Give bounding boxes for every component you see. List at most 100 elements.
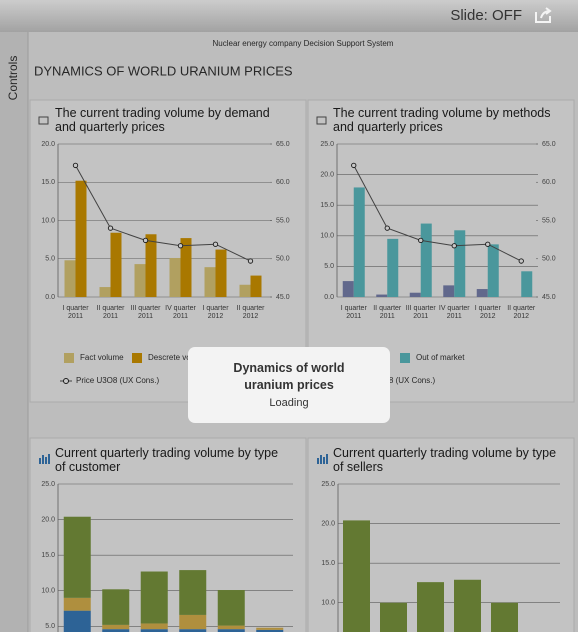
bar bbox=[376, 294, 388, 297]
bar bbox=[420, 223, 432, 297]
price-line bbox=[75, 165, 251, 262]
bar bbox=[99, 287, 111, 297]
charts: The current trading volume by demand and… bbox=[41, 106, 568, 632]
legend-label: Descrete volume bbox=[148, 353, 209, 362]
bar-segment bbox=[140, 571, 168, 624]
y2-tick-label: 55.0 bbox=[542, 217, 556, 224]
x-tick-label-box: I quarter 2012 bbox=[471, 305, 505, 321]
price-point bbox=[351, 162, 357, 169]
x-tick-label-box: II quarter 2011 bbox=[94, 305, 128, 321]
top-bar-shade bbox=[0, 0, 578, 32]
legend-label: Price U3O8 (UX Cons.) bbox=[352, 376, 435, 385]
legend-swatch bbox=[400, 353, 410, 363]
bar bbox=[491, 602, 518, 632]
panel-title: The current trading volume by methods an… bbox=[333, 106, 568, 134]
bar bbox=[521, 271, 533, 297]
x-tick-label: II quarter 2011 bbox=[94, 305, 128, 321]
y-tick-label: 0.0 bbox=[45, 294, 55, 301]
price-point bbox=[518, 258, 524, 264]
price-point bbox=[384, 225, 390, 231]
price-line bbox=[353, 165, 522, 262]
legend-label: Out of market bbox=[416, 353, 465, 362]
bar-segment bbox=[179, 629, 207, 632]
bar bbox=[343, 520, 370, 632]
bar-segment bbox=[102, 589, 130, 625]
legend-label: Fact volume bbox=[80, 353, 124, 362]
panel-title-box: Current quarterly trading volume by type… bbox=[55, 446, 278, 474]
y-tick-label: 20.0 bbox=[321, 520, 335, 527]
dialog-status: Loading bbox=[269, 397, 308, 409]
price-point bbox=[212, 241, 219, 247]
x-tick-label: III quarter 2011 bbox=[129, 305, 163, 321]
panel-icon bbox=[39, 454, 50, 464]
bar bbox=[443, 285, 455, 297]
y2-tick-label: 65.0 bbox=[542, 141, 556, 148]
y-tick-label: 10.0 bbox=[321, 600, 335, 607]
price-point bbox=[418, 237, 424, 244]
x-tick-label: II quarter 2012 bbox=[504, 305, 538, 321]
bar bbox=[353, 187, 365, 297]
bar-segment bbox=[140, 623, 168, 630]
bar-segment bbox=[102, 629, 130, 632]
y-tick-label: 5.0 bbox=[324, 263, 334, 270]
bar bbox=[342, 281, 354, 297]
bar bbox=[110, 232, 122, 297]
y2-tick-label: 50.0 bbox=[276, 256, 290, 263]
x-tick-label-box: II quarter 2012 bbox=[504, 305, 538, 321]
x-tick-label-box: II quarter 2012 bbox=[236, 305, 264, 320]
y-tick-label: 25.0 bbox=[321, 481, 335, 488]
panel-title: Current quarterly trading volume by type… bbox=[333, 446, 568, 474]
bar bbox=[380, 602, 407, 632]
x-tick-label-box: I quarter 2011 bbox=[59, 305, 93, 321]
bar-segment bbox=[217, 629, 245, 632]
y-tick-label: 20.0 bbox=[320, 171, 334, 178]
y-tick-label: 15.0 bbox=[41, 552, 55, 559]
price-point bbox=[142, 237, 149, 244]
bar-segment bbox=[140, 629, 168, 632]
y-tick-label: 20.0 bbox=[41, 516, 55, 523]
bar-segment bbox=[63, 597, 91, 611]
x-tick-label: I quarter 2012 bbox=[471, 305, 505, 321]
bar bbox=[64, 260, 76, 297]
bar bbox=[387, 238, 399, 297]
bar bbox=[239, 284, 251, 297]
loading-dialog bbox=[188, 347, 390, 423]
legend-swatch bbox=[132, 353, 142, 363]
bar bbox=[215, 249, 227, 297]
sidebar[interactable] bbox=[0, 32, 28, 632]
y-tick-label: 10.0 bbox=[41, 588, 55, 595]
bar-segment bbox=[217, 625, 245, 630]
bar-segment bbox=[217, 590, 245, 626]
y-tick-label: 10.0 bbox=[41, 217, 55, 224]
price-point bbox=[177, 243, 184, 249]
x-tick-label: I quarter 2012 bbox=[199, 305, 233, 321]
bar bbox=[487, 244, 499, 297]
bar bbox=[250, 275, 262, 297]
y-tick-label: 25.0 bbox=[320, 141, 334, 148]
bar-segment bbox=[256, 629, 284, 632]
bar bbox=[417, 582, 444, 632]
y-tick-label: 5.0 bbox=[45, 256, 55, 263]
sidebar-label[interactable]: Controls bbox=[6, 56, 20, 101]
slide-toggle[interactable]: Slide: OFF bbox=[450, 7, 522, 24]
bar bbox=[169, 257, 181, 297]
share-button[interactable] bbox=[535, 7, 552, 23]
x-tick-label: I quarter 2011 bbox=[59, 305, 93, 321]
price-point bbox=[72, 162, 79, 169]
x-tick-label-box: I quarter 2011 bbox=[337, 305, 371, 321]
panel-icon bbox=[316, 116, 327, 125]
x-tick-label: IV quarter 2011 bbox=[164, 305, 198, 321]
bar bbox=[476, 289, 488, 297]
bar-segment bbox=[256, 627, 284, 630]
page-title: DYNAMICS OF WORLD URANIUM PRICES bbox=[34, 63, 293, 78]
legend-label: Price U3O8 (UX Cons.) bbox=[76, 376, 159, 385]
x-tick-label-box: III quarter 2011 bbox=[404, 305, 438, 321]
x-tick-label: I quarter 2011 bbox=[337, 305, 371, 321]
bar bbox=[180, 238, 192, 297]
x-tick-label: IV quarter 2011 bbox=[437, 305, 471, 321]
panel-icon bbox=[38, 116, 49, 125]
price-point bbox=[451, 243, 457, 249]
x-tick-label: III quarter 2011 bbox=[404, 305, 438, 321]
y2-tick-label: 55.0 bbox=[276, 217, 290, 224]
